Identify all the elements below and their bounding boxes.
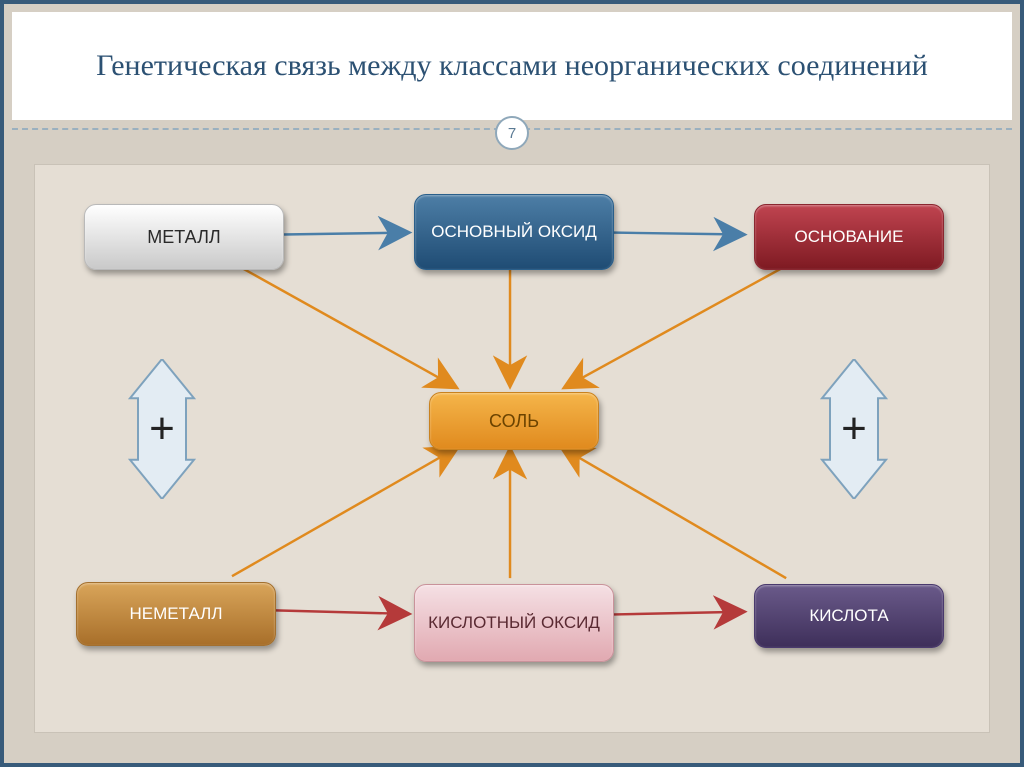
diagram-canvas: МЕТАЛЛ ОСНОВНЫЙ ОКСИД ОСНОВАНИЕ СОЛЬ НЕМ… (34, 164, 990, 733)
node-base-label: ОСНОВАНИЕ (795, 227, 904, 247)
page-number-badge: 7 (495, 116, 529, 150)
slide-title: Генетическая связь между классами неорга… (96, 49, 928, 84)
node-salt-label: СОЛЬ (489, 411, 539, 432)
node-acid: КИСЛОТА (754, 584, 944, 648)
node-acid-label: КИСЛОТА (809, 606, 888, 626)
node-acid-oxide-label: КИСЛОТНЫЙ ОКСИД (428, 613, 600, 633)
node-metal-label: МЕТАЛЛ (147, 227, 220, 248)
node-basic-oxide: ОСНОВНЫЙ ОКСИД (414, 194, 614, 270)
node-nonmetal-label: НЕМЕТАЛЛ (130, 604, 223, 624)
node-metal: МЕТАЛЛ (84, 204, 284, 270)
node-salt: СОЛЬ (429, 392, 599, 450)
node-basic-oxide-label: ОСНОВНЫЙ ОКСИД (431, 222, 597, 242)
node-base: ОСНОВАНИЕ (754, 204, 944, 270)
node-nonmetal: НЕМЕТАЛЛ (76, 582, 276, 646)
slide-frame: Генетическая связь между классами неорга… (0, 0, 1024, 767)
node-acid-oxide: КИСЛОТНЫЙ ОКСИД (414, 584, 614, 662)
plus-double-arrow-left: + (112, 359, 212, 499)
plus-double-arrow-right: + (804, 359, 904, 499)
title-band: Генетическая связь между классами неорга… (12, 12, 1012, 120)
